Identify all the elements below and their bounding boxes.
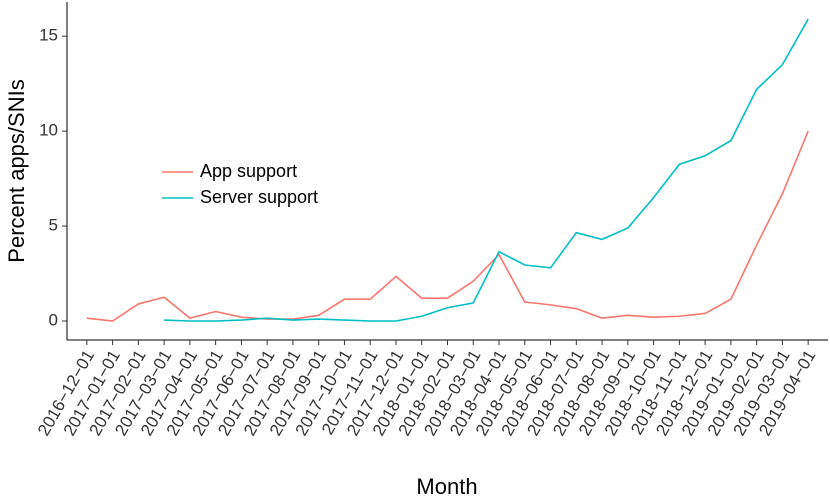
series-line: [86, 130, 809, 322]
legend-label: App support: [200, 161, 297, 181]
x-axis-title: Month: [416, 474, 477, 499]
y-tick-label: 5: [49, 216, 58, 235]
y-axis-title: Percent apps/SNIs: [4, 79, 29, 262]
y-tick-label: 10: [39, 121, 58, 140]
legend-label: Server support: [200, 187, 318, 207]
y-tick-label: 0: [49, 310, 58, 329]
y-tick-label: 15: [39, 26, 58, 45]
series-line: [164, 18, 809, 322]
